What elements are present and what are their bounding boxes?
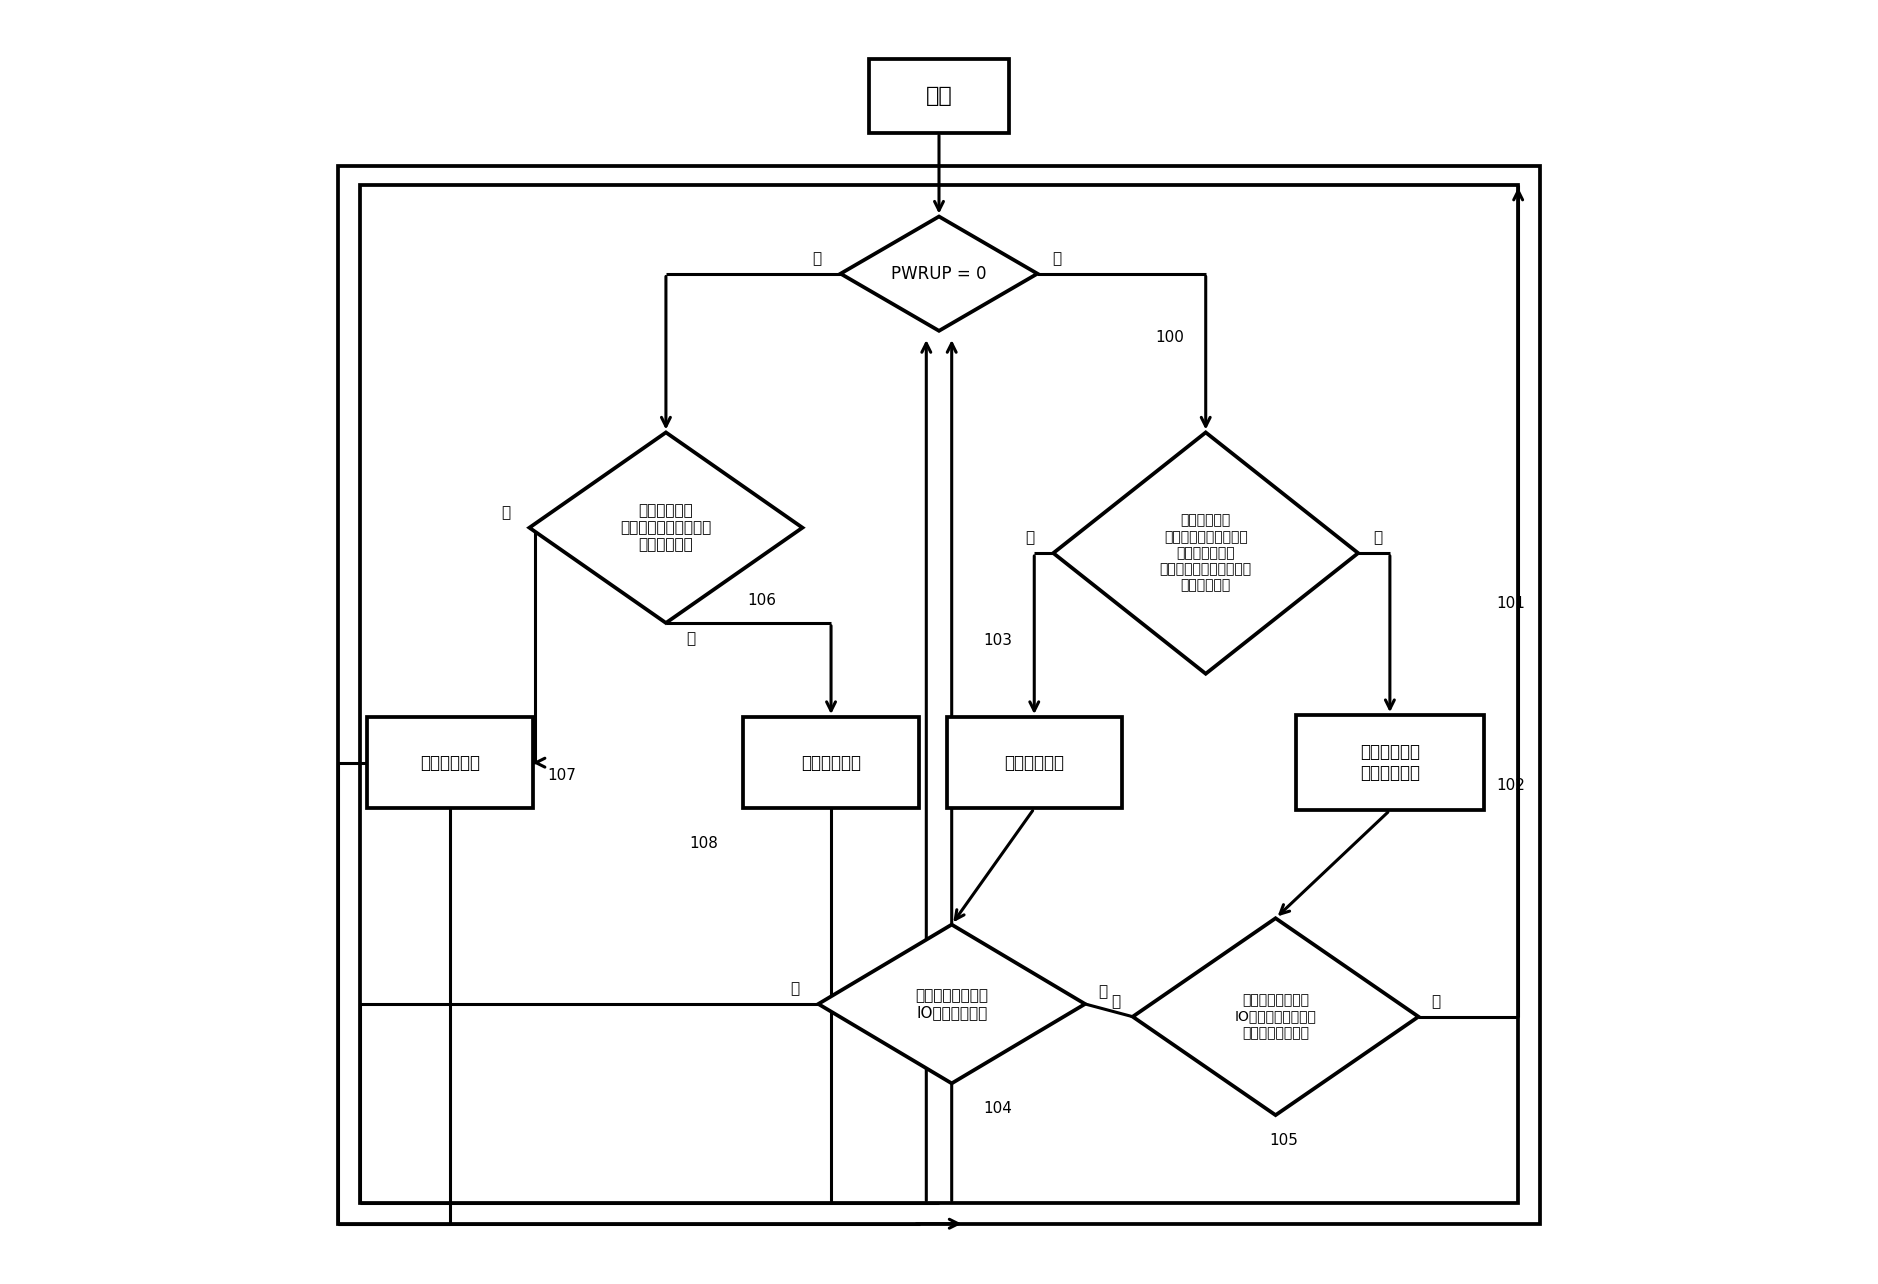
Text: 100: 100 (1155, 330, 1183, 344)
Text: 开始: 开始 (926, 86, 952, 105)
Text: 计量电路检测
电压输入信号的有效值
小于某个阈值: 计量电路检测 电压输入信号的有效值 小于某个阈值 (620, 503, 712, 552)
Bar (338, 166, 1540, 1224)
Bar (361, 185, 1517, 1203)
Text: 否: 否 (1025, 530, 1035, 546)
Text: 103: 103 (984, 633, 1012, 648)
Bar (368, 716, 533, 809)
Text: 101: 101 (1497, 596, 1525, 611)
Text: 104: 104 (984, 1102, 1012, 1116)
Polygon shape (530, 433, 802, 623)
Bar (870, 59, 1008, 132)
Text: 106: 106 (747, 593, 776, 607)
Text: PWRUP = 0: PWRUP = 0 (892, 265, 986, 282)
Text: 107: 107 (548, 768, 577, 783)
Text: 108: 108 (689, 836, 717, 851)
Text: 是: 是 (1431, 994, 1440, 1009)
Text: 否: 否 (1112, 994, 1119, 1009)
Bar (947, 716, 1121, 809)
Polygon shape (1132, 918, 1418, 1115)
Text: 正常工作模式: 正常工作模式 (421, 754, 481, 772)
Polygon shape (819, 924, 1085, 1084)
Text: 是: 是 (1054, 250, 1061, 266)
Text: 进入浅休眠与
常量计量模式: 进入浅休眠与 常量计量模式 (1360, 743, 1420, 782)
Polygon shape (841, 217, 1037, 331)
Polygon shape (1054, 433, 1358, 674)
Bar (1296, 715, 1484, 810)
Text: 恢复供电复位或者
IO休眠唤醒复位或者
定时休眠唤醒复位: 恢复供电复位或者 IO休眠唤醒复位或者 定时休眠唤醒复位 (1234, 994, 1316, 1040)
Text: 是: 是 (685, 630, 695, 646)
Text: 进入库存模式: 进入库存模式 (1005, 754, 1065, 772)
Text: 否: 否 (501, 505, 511, 520)
Text: 否: 否 (1099, 984, 1106, 999)
Text: 降频工作模式: 降频工作模式 (802, 754, 860, 772)
Text: 是: 是 (1373, 530, 1382, 546)
Text: 105: 105 (1270, 1132, 1298, 1148)
Bar (744, 716, 918, 809)
Text: 恢复供电复位或者
IO休眠唤醒复位: 恢复供电复位或者 IO休眠唤醒复位 (915, 987, 988, 1021)
Text: 计量电路检测
电压输入信号的有效值
小于某个阈值，
而电流输入信号的有效值
大于某个阈值: 计量电路检测 电压输入信号的有效值 小于某个阈值， 而电流输入信号的有效值 大于… (1159, 514, 1253, 592)
Text: 否: 否 (813, 250, 821, 266)
Text: 102: 102 (1497, 778, 1525, 794)
Text: 是: 是 (791, 981, 800, 996)
